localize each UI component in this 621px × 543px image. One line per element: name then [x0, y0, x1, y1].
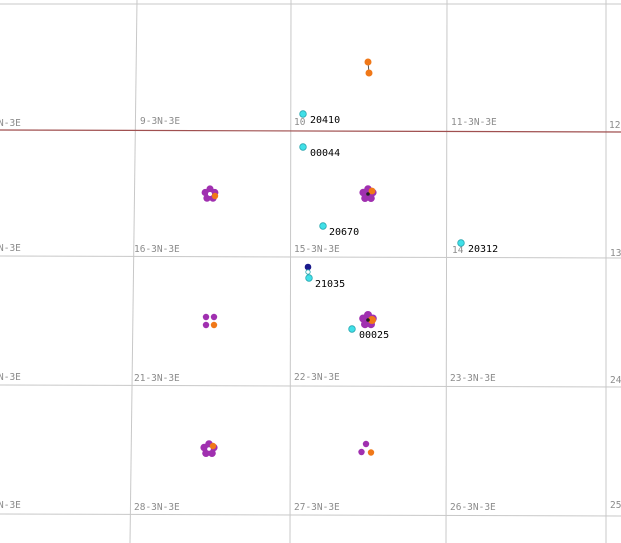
- section-label: 11-3N-3E: [451, 117, 497, 128]
- section-label: 14: [452, 245, 464, 256]
- flower-cluster-icon[interactable]: [200, 440, 218, 457]
- section-label: N-3E: [0, 243, 21, 254]
- flower-cluster-icon[interactable]: [359, 185, 377, 202]
- well-label: 21035: [315, 279, 345, 290]
- section-label: 26-3N-3E: [450, 502, 496, 513]
- well-dot-icon: [304, 263, 312, 271]
- well-label: 20410: [310, 115, 340, 126]
- township-boundary-line: [0, 129, 621, 133]
- well-label: 20312: [468, 244, 498, 255]
- section-label: 25: [610, 500, 621, 511]
- section-label: 15-3N-3E: [294, 244, 340, 255]
- well-marker[interactable]: 21035: [304, 263, 345, 290]
- section-label: 16-3N-3E: [134, 244, 180, 255]
- section-labels: N-3E 9-3N-3E 10 11-3N-3E 12 N-3E 16-3N-3…: [0, 116, 621, 513]
- section-label: N-3E: [0, 500, 21, 511]
- section-label: 23-3N-3E: [450, 373, 496, 384]
- well-dot-icon: [305, 274, 313, 282]
- section-label: 27-3N-3E: [294, 502, 340, 513]
- well-pair-icon[interactable]: [364, 58, 373, 77]
- well-marker[interactable]: 00044: [299, 143, 340, 159]
- section-label: 10: [294, 117, 306, 128]
- well-label: 20670: [329, 227, 359, 238]
- section-label: 12: [609, 120, 620, 131]
- section-label: 22-3N-3E: [294, 372, 340, 383]
- well-dot-icon: [457, 239, 465, 247]
- well-label: 00025: [359, 330, 389, 341]
- section-label: 21-3N-3E: [134, 373, 180, 384]
- well-marker[interactable]: 20670: [319, 222, 359, 238]
- well-dot-icon: [305, 269, 311, 275]
- section-label: 24: [610, 375, 621, 386]
- well-dot-icon: [319, 222, 327, 230]
- well-marker[interactable]: 00025: [348, 325, 389, 341]
- flower-cluster-icon[interactable]: [201, 185, 219, 202]
- tri-cluster-icon[interactable]: [358, 440, 375, 456]
- well-dot-icon: [299, 143, 307, 151]
- well-dot-icon: [348, 325, 356, 333]
- flower-cluster-icon[interactable]: [359, 311, 377, 329]
- section-label: N-3E: [0, 372, 21, 383]
- well-marker[interactable]: 20410: [299, 110, 340, 126]
- section-label: N-3E: [0, 118, 21, 129]
- section-label: 13: [610, 248, 621, 259]
- well-label: 00044: [310, 148, 340, 159]
- well-marker[interactable]: 20312: [457, 239, 498, 255]
- section-label: 28-3N-3E: [134, 502, 180, 513]
- well-dot-icon: [299, 110, 307, 118]
- section-label: 9-3N-3E: [140, 116, 180, 127]
- quad-cluster-icon[interactable]: [202, 313, 218, 329]
